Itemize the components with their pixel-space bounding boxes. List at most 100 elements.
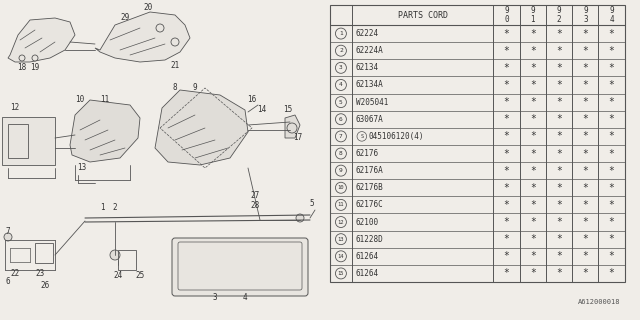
Text: *: * [556,63,562,73]
Text: *: * [582,28,588,39]
Text: *: * [582,148,588,158]
Text: *: * [582,183,588,193]
Polygon shape [70,100,140,162]
Text: *: * [530,234,536,244]
Text: *: * [556,234,562,244]
Text: 61264: 61264 [356,252,379,261]
Text: 4: 4 [243,293,247,302]
Text: *: * [530,97,536,107]
Text: 12: 12 [338,220,344,225]
Text: *: * [609,183,614,193]
Text: PARTS CORD: PARTS CORD [397,11,447,20]
Text: 6: 6 [6,277,10,286]
Text: 8: 8 [339,151,343,156]
Text: *: * [609,234,614,244]
Bar [330,5,625,282]
Text: *: * [530,200,536,210]
Text: 27: 27 [250,190,260,199]
Polygon shape [285,115,300,138]
Text: *: * [556,268,562,278]
Text: 15: 15 [338,271,344,276]
Circle shape [335,97,346,108]
Text: 62100: 62100 [356,218,379,227]
Circle shape [335,28,346,39]
Text: 62224: 62224 [356,29,379,38]
Text: *: * [530,148,536,158]
Text: 11: 11 [338,202,344,207]
Text: 5: 5 [339,100,343,105]
Text: *: * [556,148,562,158]
Text: *: * [530,268,536,278]
Text: *: * [504,166,509,176]
Text: *: * [556,114,562,124]
Text: *: * [530,217,536,227]
Text: *: * [556,97,562,107]
Text: 6: 6 [339,117,343,122]
Text: *: * [582,132,588,141]
Text: *: * [530,183,536,193]
Text: 7: 7 [339,134,343,139]
Text: *: * [530,132,536,141]
Text: 24: 24 [113,270,123,279]
Circle shape [110,250,120,260]
Bar [2,117,55,165]
Text: 21: 21 [170,60,180,69]
Bar [118,250,136,270]
Text: S: S [360,134,364,139]
Text: *: * [556,166,562,176]
Text: 61264: 61264 [356,269,379,278]
Text: 2: 2 [113,203,117,212]
Text: *: * [504,114,509,124]
Text: 22: 22 [10,268,20,277]
Circle shape [357,132,367,141]
Circle shape [335,182,346,193]
Circle shape [335,79,346,91]
Text: *: * [582,166,588,176]
Text: *: * [556,200,562,210]
Text: 62176A: 62176A [356,166,383,175]
Text: *: * [556,28,562,39]
Text: *: * [504,132,509,141]
Text: *: * [609,166,614,176]
Text: 62134: 62134 [356,63,379,72]
Text: *: * [556,46,562,56]
Text: *: * [609,148,614,158]
Polygon shape [95,12,190,62]
Text: 7: 7 [6,228,10,236]
Text: 4: 4 [339,83,343,87]
Text: 17: 17 [293,133,303,142]
Polygon shape [8,18,75,62]
Text: 18: 18 [17,63,27,73]
Circle shape [335,234,346,245]
FancyBboxPatch shape [172,238,308,296]
Text: *: * [609,217,614,227]
Text: 1: 1 [100,203,104,212]
Text: *: * [504,234,509,244]
Text: A612000018: A612000018 [577,299,620,305]
Text: 2: 2 [339,48,343,53]
Text: *: * [582,234,588,244]
Text: *: * [609,28,614,39]
Text: *: * [504,217,509,227]
Text: *: * [530,166,536,176]
Text: *: * [504,63,509,73]
Text: 62134A: 62134A [356,80,383,90]
Bar [8,124,28,158]
Text: 12: 12 [10,103,20,113]
Text: 9
3: 9 3 [583,6,588,24]
Text: *: * [582,217,588,227]
Text: 62224A: 62224A [356,46,383,55]
Text: *: * [609,97,614,107]
Text: W205041: W205041 [356,98,388,107]
Text: 15: 15 [284,106,292,115]
Circle shape [335,217,346,228]
Text: *: * [530,63,536,73]
Circle shape [335,268,346,279]
Text: *: * [582,114,588,124]
Text: 11: 11 [100,95,109,105]
Text: *: * [582,268,588,278]
Text: *: * [582,251,588,261]
Circle shape [335,148,346,159]
Text: *: * [582,46,588,56]
Text: *: * [504,46,509,56]
